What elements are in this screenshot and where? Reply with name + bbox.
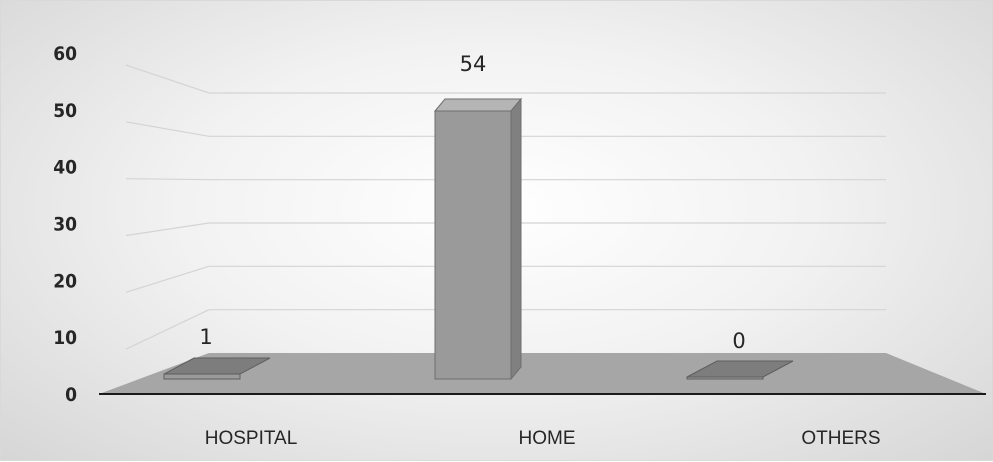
side-gridline [125,64,210,94]
y-tick-label: 50 [53,100,77,122]
bar-front-face [434,110,512,380]
bar-top-face [433,98,523,112]
y-axis-ticks: 0 10 20 30 40 50 60 [53,43,77,406]
side-gridline [125,222,210,237]
x-axis-ticks: HOSPITAL HOME OTHERS [205,428,881,449]
x-tick-label: OTHERS [801,428,880,449]
side-gridline [125,121,210,137]
bars [163,97,794,381]
bar-front-face [686,376,764,380]
x-tick-label: HOSPITAL [205,428,298,449]
data-label: 0 [732,329,745,353]
bar [433,97,523,381]
side-gridline [125,265,210,293]
side-gridline [125,309,210,350]
y-tick-label: 60 [53,43,77,65]
bar-side-face [510,97,522,381]
gridlines [125,64,886,350]
side-gridline [125,178,210,181]
y-tick-label: 10 [53,327,77,349]
bar-front-face [163,373,241,380]
y-tick-label: 0 [65,384,77,406]
y-tick-label: 20 [53,270,77,292]
data-label: 1 [199,325,212,349]
x-tick-label: HOME [519,428,576,449]
bar [163,357,271,380]
y-tick-label: 30 [53,214,77,236]
data-label: 54 [460,52,487,76]
y-tick-label: 40 [53,157,77,179]
bar [686,360,794,380]
